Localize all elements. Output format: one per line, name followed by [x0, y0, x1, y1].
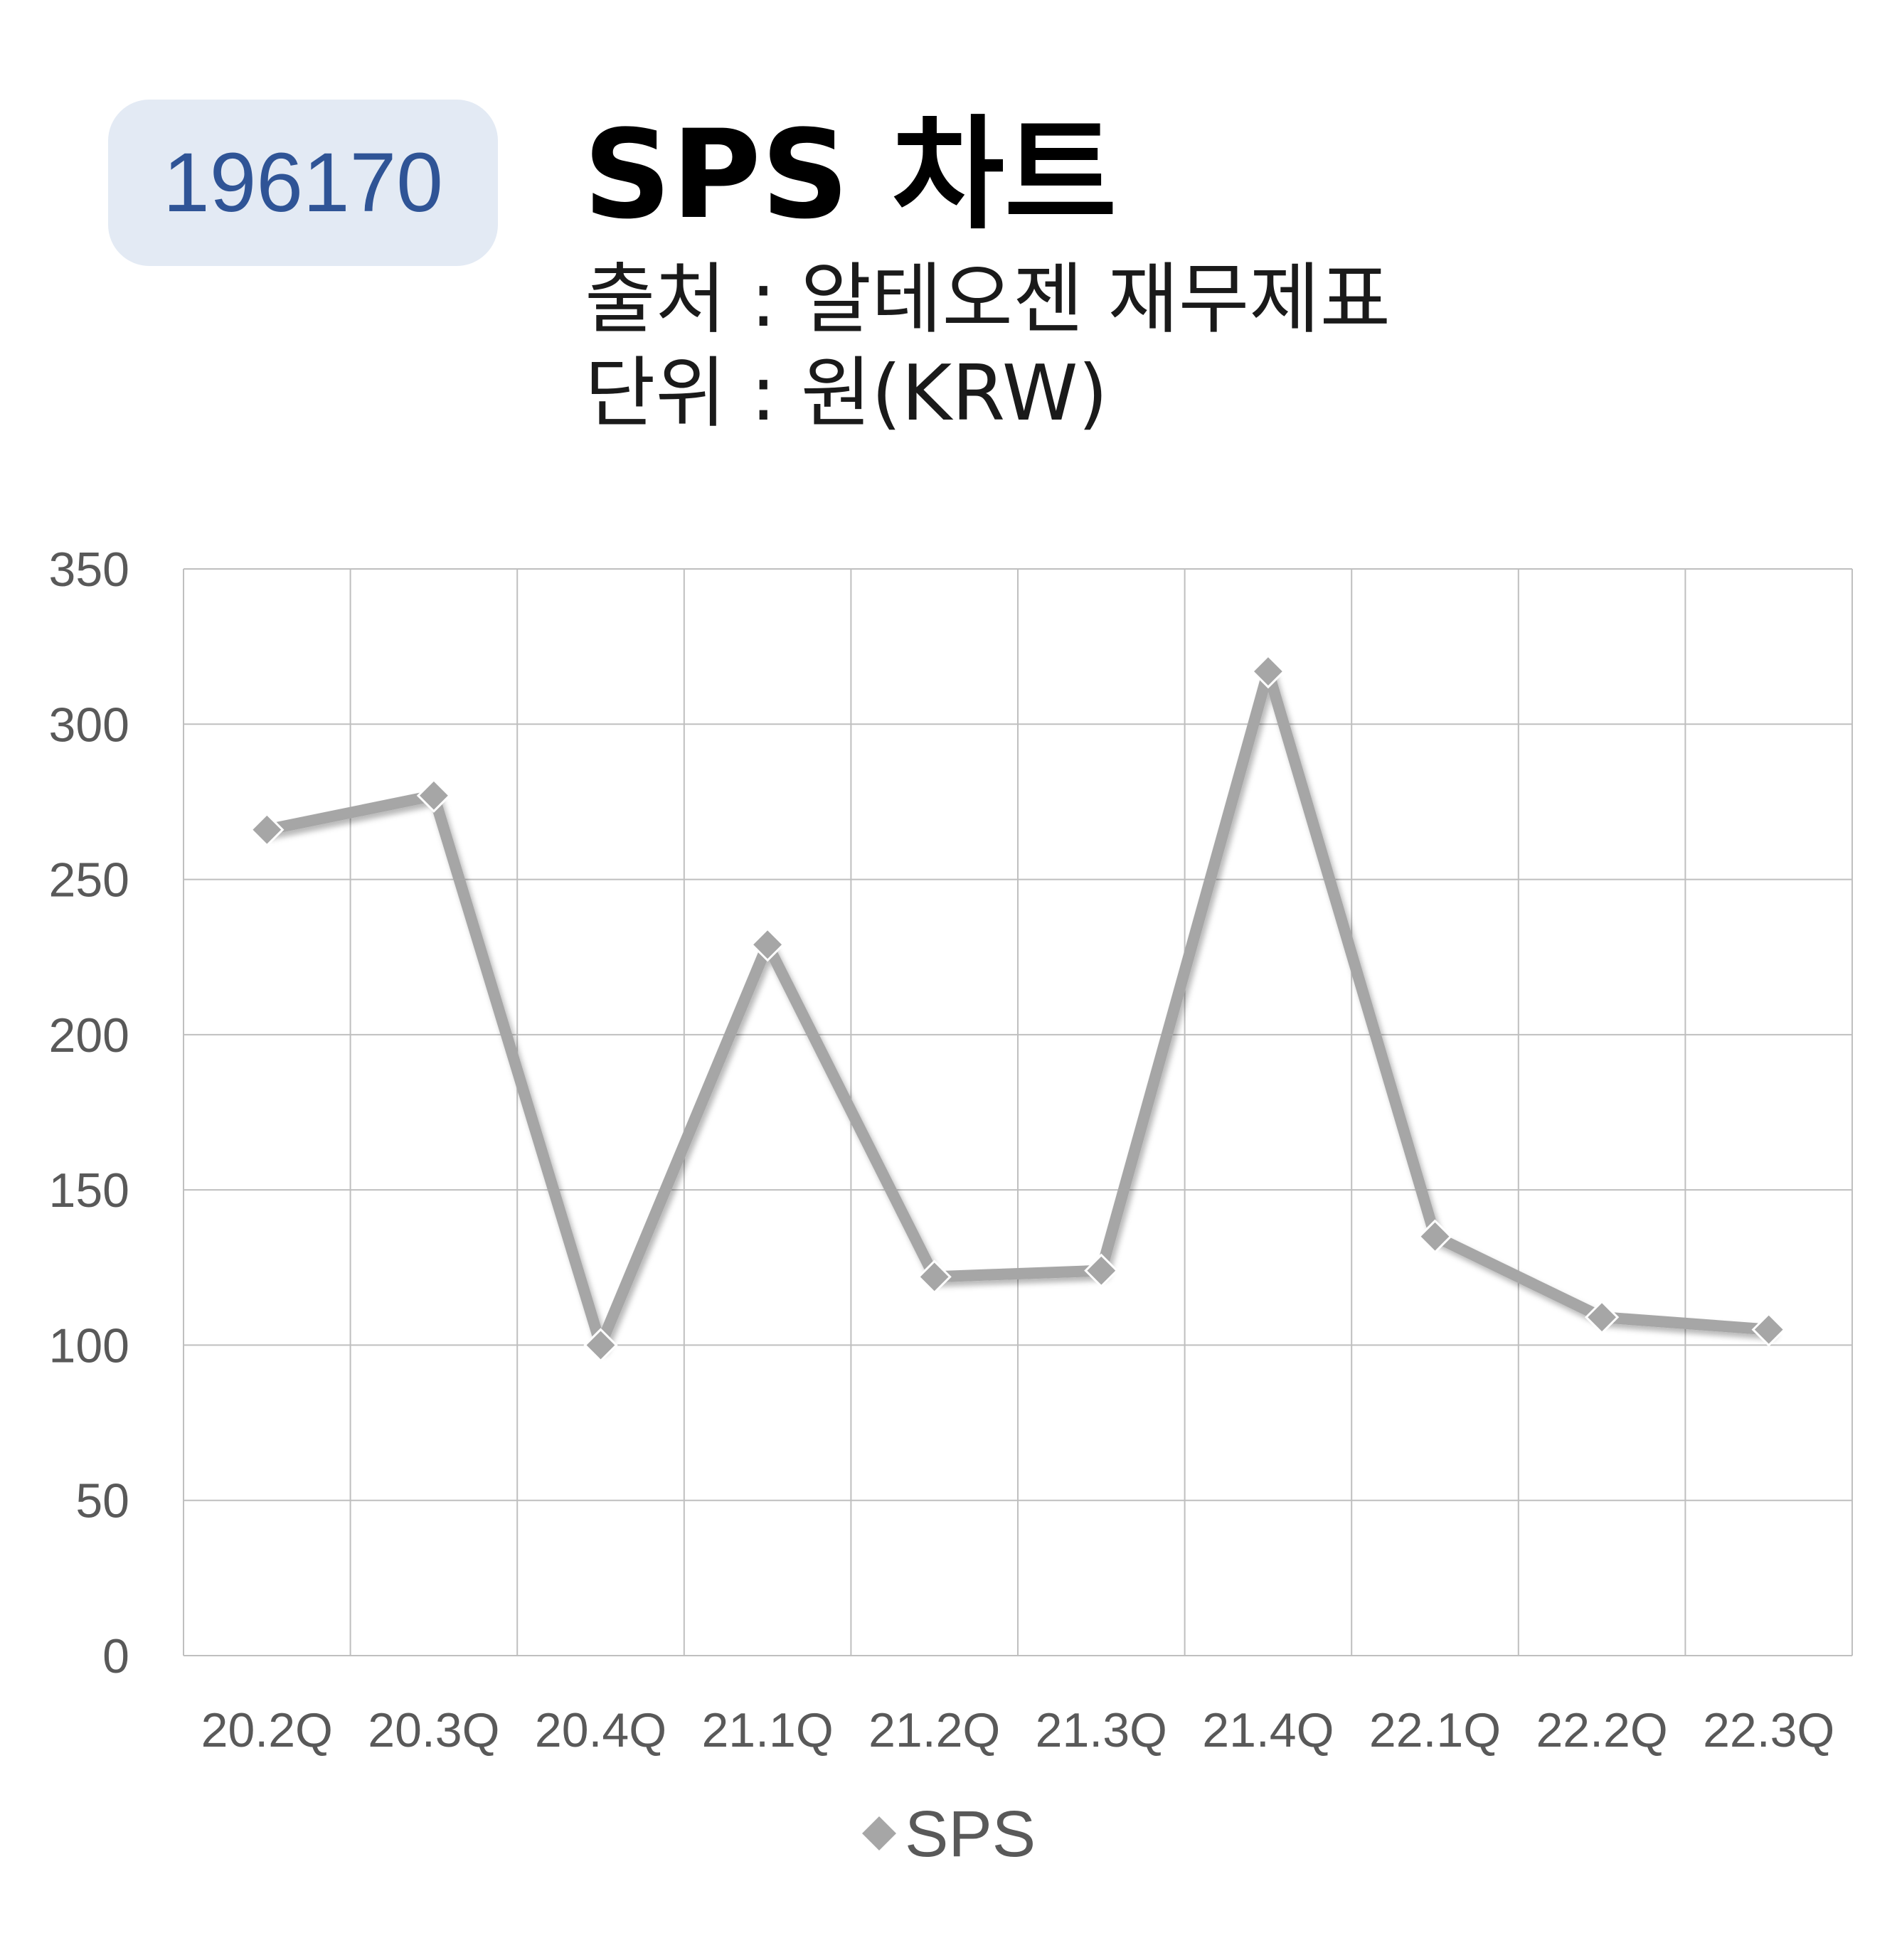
legend: SPS: [862, 1798, 1036, 1870]
series-line-sps: [261, 666, 1775, 1351]
x-tick-label: 22.2Q: [1536, 1703, 1667, 1757]
data-point-marker: [583, 1328, 618, 1363]
unit-label: 단위 : 원(KRW): [585, 349, 1108, 438]
y-tick-label: 150: [49, 1163, 129, 1218]
y-tick-label: 100: [49, 1319, 129, 1373]
x-tick-label: 20.4Q: [535, 1703, 666, 1757]
data-point-marker: [917, 1259, 952, 1294]
data-point-marker: [1584, 1300, 1620, 1335]
data-point-marker: [1418, 1219, 1452, 1254]
chart-title: SPS 차트: [583, 103, 1117, 246]
y-tick-label: 200: [49, 1008, 129, 1062]
x-tick-label: 20.2Q: [201, 1703, 333, 1757]
legend-label-sps: SPS: [905, 1798, 1036, 1870]
source-label: 출처 : 알테오젠 재무제표: [585, 255, 1391, 344]
y-tick-label: 250: [49, 853, 129, 907]
data-point-marker: [1084, 1253, 1119, 1288]
series-layer: [250, 654, 1786, 1363]
data-point-marker: [250, 812, 285, 847]
data-point-marker: [1250, 654, 1286, 689]
x-tick-label: 21.1Q: [701, 1703, 833, 1757]
y-tick-label: 0: [102, 1629, 129, 1683]
x-tick-label: 21.3Q: [1036, 1703, 1167, 1757]
x-tick-label: 20.3Q: [368, 1703, 499, 1757]
stock-code-badge: 196170: [108, 100, 498, 266]
y-axis-ticks: 0 50 100 150 200 250 300 350: [49, 543, 129, 1683]
y-tick-label: 50: [75, 1474, 129, 1528]
plot-grid: [183, 568, 1853, 1656]
data-point-marker: [416, 778, 452, 813]
y-tick-label: 300: [49, 698, 129, 752]
x-tick-label: 21.2Q: [868, 1703, 1000, 1757]
x-tick-label: 22.1Q: [1369, 1703, 1501, 1757]
x-axis-ticks: 20.2Q 20.3Q 20.4Q 21.1Q 21.2Q 21.3Q 21.4Q 22.1Q…: [201, 1703, 1835, 1757]
x-tick-label: 22.3Q: [1703, 1703, 1834, 1757]
data-point-marker: [750, 927, 785, 962]
x-tick-label: 21.4Q: [1202, 1703, 1334, 1757]
y-tick-label: 350: [49, 543, 129, 597]
data-point-marker: [1751, 1312, 1786, 1347]
legend-marker-sps: [862, 1816, 896, 1850]
